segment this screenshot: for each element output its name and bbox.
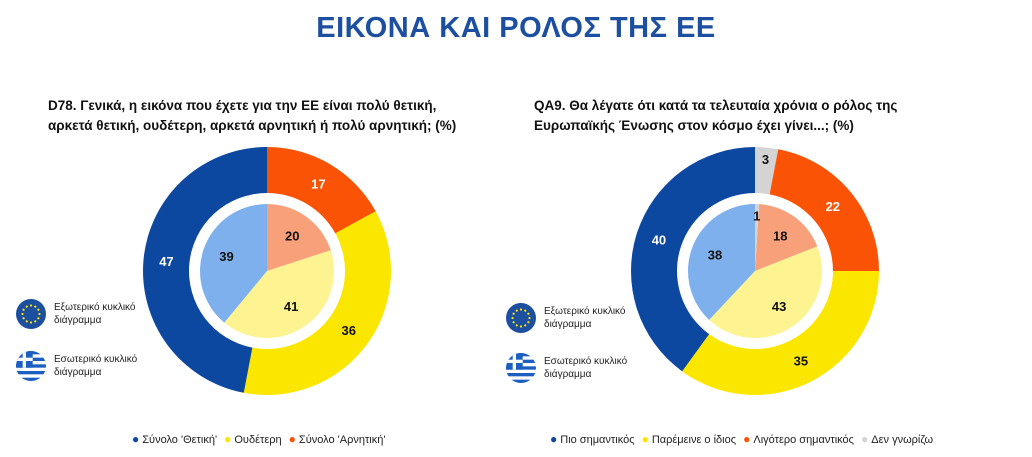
chart-1-inner-slice-0 xyxy=(267,204,331,271)
legend-item: ● Λιγότερο σημαντικός xyxy=(743,432,854,446)
legend-dot: ● xyxy=(132,432,140,446)
legend-dot: ● xyxy=(550,432,558,446)
chart-1-inner-label-2: 39 xyxy=(219,249,233,264)
legend-item: ● Παρέμεινε ο ίδιος xyxy=(641,432,737,446)
legend-label: Δεν γνωρίζω xyxy=(871,434,934,446)
ring-legend-outer-label: Εξωτερικό κυκλικό διάγραμμα xyxy=(54,302,136,326)
legend-label: Πιο σημαντικός xyxy=(560,434,635,446)
ring-legend-outer-label: Εξωτερικό κυκλικό διάγραμμα xyxy=(544,306,626,330)
legend-label: Σύνολο 'Θετική' xyxy=(142,434,218,446)
legend-label: Παρέμεινε ο ίδιος xyxy=(651,434,737,446)
donut-chart-2: 3 22 35 40 1 18 43 38 xyxy=(631,147,879,395)
legend-item: ● Δεν γνωρίζω xyxy=(861,432,934,446)
chart-2-outer-label-2: 35 xyxy=(794,353,808,368)
chart-2-outer-slice-1 xyxy=(769,149,879,271)
legend-item: ● Σύνολο 'Αρνητική' xyxy=(288,432,386,446)
legend-dot: ● xyxy=(861,432,869,446)
chart-2-outer-slice-2 xyxy=(682,271,879,395)
chart-1-question: D78. Γενικά, η εικόνα που έχετε για την … xyxy=(48,98,457,133)
chart-1-outer-slice-1 xyxy=(243,211,391,395)
chart-1-outer-label-0: 17 xyxy=(311,177,325,192)
legend-item: ● Ουδέτερη xyxy=(224,432,282,446)
donut-chart-1: 17 36 47 20 41 39 xyxy=(143,146,391,395)
eu-flag-icon xyxy=(16,299,46,329)
chart-1-outer-slice-0 xyxy=(267,147,376,234)
ring-legend-inner-2: Εσωτερικό κυκλικό διάγραμμα xyxy=(506,353,644,383)
legend-label: Ουδέτερη xyxy=(234,434,282,446)
chart-1-inner-slice-1 xyxy=(224,250,334,338)
legend-dot: ● xyxy=(641,432,649,446)
legend-label: Λιγότερο σημαντικός xyxy=(753,434,854,446)
ring-legend-outer-2: Εξωτερικό κυκλικό διάγραμμα xyxy=(506,303,644,333)
ring-legend-inner-1: Εσωτερικό κυκλικό διάγραμμα xyxy=(16,351,154,381)
chart-1-outer-slice-2 xyxy=(143,146,267,393)
chart-1-inner-slice-2 xyxy=(200,204,267,323)
legend-dot: ● xyxy=(224,432,232,446)
chart-1-inner-label-0: 20 xyxy=(285,229,299,244)
chart-1-inner-label-1: 41 xyxy=(284,299,298,314)
chart-2-inner-slice-1 xyxy=(755,204,818,271)
eu-flag-icon xyxy=(506,303,536,333)
chart-1-legend: ● Σύνολο 'Θετική' ● Ουδέτερη ● Σύνολο 'Αρνη… xyxy=(132,432,389,446)
page-title: ΕΙΚΟΝΑ ΚΑΙ ΡΟΛΟΣ ΤΗΣ ΕΕ xyxy=(316,12,716,44)
legend-label: Σύνολο 'Αρνητική' xyxy=(298,434,386,446)
chart-2-inner-label-1: 18 xyxy=(773,229,787,244)
chart-2-outer-label-3: 40 xyxy=(652,232,666,247)
legend-dot: ● xyxy=(288,432,296,446)
chart-2-inner-slice-3 xyxy=(688,204,755,320)
chart-2-inner-slice-0 xyxy=(755,204,760,271)
chart-2-inner-label-0: 1 xyxy=(753,209,760,224)
chart-2-legend: ● Πιο σημαντικός ● Παρέμεινε ο ίδιος ● Λιγό… xyxy=(550,432,937,446)
chart-2-question: QA9. Θα λέγατε ότι κατά τα τελευταία χρό… xyxy=(534,98,898,133)
ring-legend-inner-label: Εσωτερικό κυκλικό διάγραμμα xyxy=(54,354,138,378)
greek-flag-icon xyxy=(16,351,46,381)
legend-item: ● Σύνολο 'Θετική' xyxy=(132,432,218,446)
legend-dot: ● xyxy=(743,432,751,446)
legend-item: ● Πιο σημαντικός xyxy=(550,432,635,446)
ring-legend-inner-label: Εσωτερικό κυκλικό διάγραμμα xyxy=(544,356,628,380)
chart-2-inner-label-2: 43 xyxy=(772,299,786,314)
chart-2-outer-label-1: 22 xyxy=(826,199,840,214)
chart-1-outer-label-1: 36 xyxy=(341,323,355,338)
chart-2-inner-slice-2 xyxy=(709,246,822,338)
greek-flag-icon xyxy=(506,353,536,383)
chart-2-outer-slice-3 xyxy=(631,147,755,372)
chart-2-outer-label-0: 3 xyxy=(762,152,769,167)
chart-2-outer-slice-0 xyxy=(755,147,779,195)
chart-2-inner-label-3: 38 xyxy=(708,248,722,263)
ring-legend-outer-1: Εξωτερικό κυκλικό διάγραμμα xyxy=(16,299,154,329)
chart-1-outer-label-2: 47 xyxy=(159,254,173,269)
